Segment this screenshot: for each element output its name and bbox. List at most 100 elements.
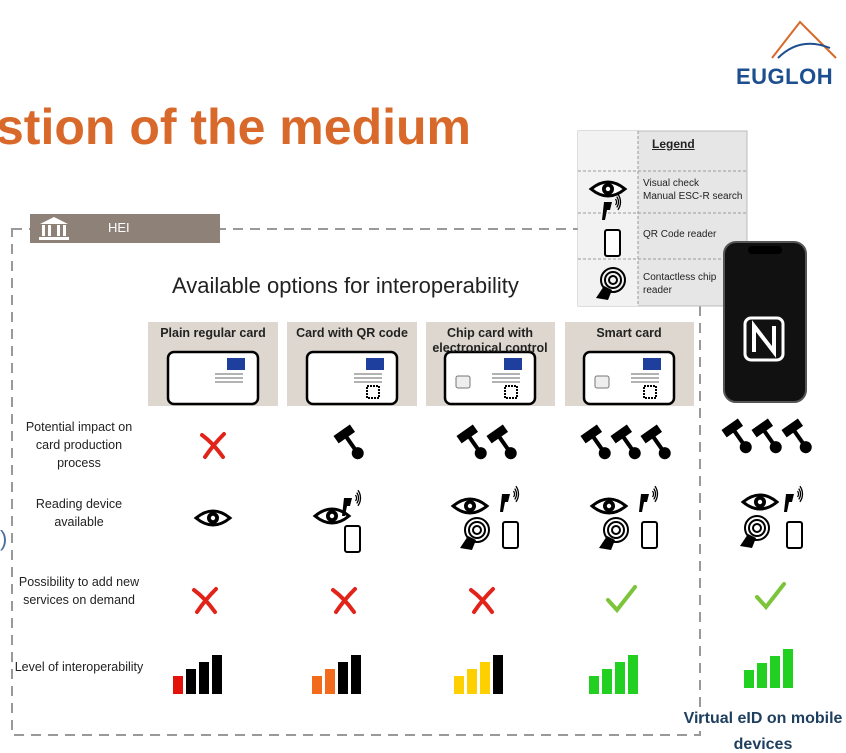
legend-text: Contactless chip reader (643, 272, 717, 296)
contactless-ring (608, 275, 618, 285)
option-header: Chip card with electronical control (432, 326, 548, 355)
level-bar (454, 676, 464, 694)
hammer-head (580, 424, 603, 444)
hammer-head (751, 418, 774, 438)
signal-arc (799, 485, 804, 503)
fist (474, 447, 487, 460)
criterion-label: Reading device available (35, 497, 123, 529)
contactless-icon (596, 267, 626, 300)
qr-reader-icon (342, 489, 362, 553)
phone-outline (502, 521, 519, 549)
hand (599, 536, 615, 550)
contactless-ring (600, 267, 626, 293)
dashed-frame (11, 228, 701, 736)
level-bar (589, 676, 599, 694)
hei-label: HEI (108, 220, 130, 235)
contactless-ring (607, 521, 625, 539)
contactless-ring (744, 515, 770, 541)
scanner (342, 498, 352, 516)
level-bar (325, 669, 335, 694)
phone-outline (604, 229, 621, 257)
signal-arc (356, 492, 360, 504)
level-bar (770, 656, 780, 688)
eye-icon (588, 180, 628, 198)
option-header: Plain regular card (160, 326, 266, 340)
contactless-icon (599, 517, 629, 550)
eye-icon (450, 497, 490, 515)
level-bar (338, 662, 348, 694)
level-bar (199, 662, 209, 694)
qr-reader-icon (602, 193, 622, 257)
signal-arc (651, 490, 655, 498)
criterion-label: Possibility to add new services on deman… (18, 575, 140, 607)
signal-arc (798, 488, 802, 500)
fist (598, 447, 611, 460)
side-mark: ) (0, 526, 8, 551)
legend-item: Contactless chip reader (643, 271, 743, 297)
cross-icon (469, 587, 495, 614)
fist (739, 441, 752, 454)
fist (658, 447, 671, 460)
hand (596, 286, 612, 300)
hammer-head (721, 418, 744, 438)
fist (351, 447, 364, 460)
signal-arc (512, 490, 516, 498)
level-bar (212, 655, 222, 694)
fist (769, 441, 782, 454)
contactless-icon (740, 515, 770, 548)
signal-arc (515, 485, 520, 503)
hand (460, 536, 476, 550)
nfc-icon (743, 316, 785, 362)
hammer-icon (580, 424, 611, 460)
legend-text: Visual check (643, 178, 699, 189)
level-bar (615, 662, 625, 694)
hammer-icon (781, 418, 812, 454)
slide-title: stion of the medium (0, 99, 471, 155)
level-bar (312, 676, 322, 694)
contactless-ring (752, 523, 762, 533)
signal-arc (796, 490, 800, 498)
level-bar (493, 655, 503, 694)
fist (504, 447, 517, 460)
eye-icon (312, 507, 352, 525)
card-flag (366, 358, 384, 370)
level-bar (351, 655, 361, 694)
level-bar (467, 669, 477, 694)
signal-arc (357, 489, 362, 507)
card-icon (582, 350, 676, 406)
hammer-icon (333, 424, 364, 460)
signal-arc (653, 488, 657, 500)
eye-glint (757, 499, 763, 505)
eye-icon (193, 509, 233, 527)
level-bar (783, 649, 793, 688)
criterion-label: Level of interoperability (14, 660, 144, 674)
scanner (500, 494, 510, 512)
contactless-ring (603, 517, 629, 543)
contactless-ring (472, 525, 482, 535)
check-icon (755, 582, 786, 611)
eye-glint (467, 503, 473, 509)
contactless-ring (464, 517, 490, 543)
card-flag (643, 358, 661, 370)
card-chip (455, 375, 471, 389)
logo-mark (777, 42, 831, 59)
phone-outline (344, 525, 361, 553)
signal-arc (354, 494, 358, 502)
hammer-head (456, 424, 479, 444)
legend-icon-column (578, 131, 638, 306)
hammer-icon (610, 424, 641, 460)
card-qr (366, 385, 380, 399)
signal-arc (617, 193, 622, 211)
qr-reader-icon (500, 485, 520, 549)
hammer-icon (486, 424, 517, 460)
level-bar (602, 669, 612, 694)
heading: Available options for interoperability (172, 273, 519, 298)
cross-icon (331, 587, 357, 614)
fist (799, 441, 812, 454)
option-header: Smart card (596, 326, 662, 340)
signal-arc (616, 196, 620, 208)
card-qr (643, 385, 657, 399)
card-icon (166, 350, 260, 406)
